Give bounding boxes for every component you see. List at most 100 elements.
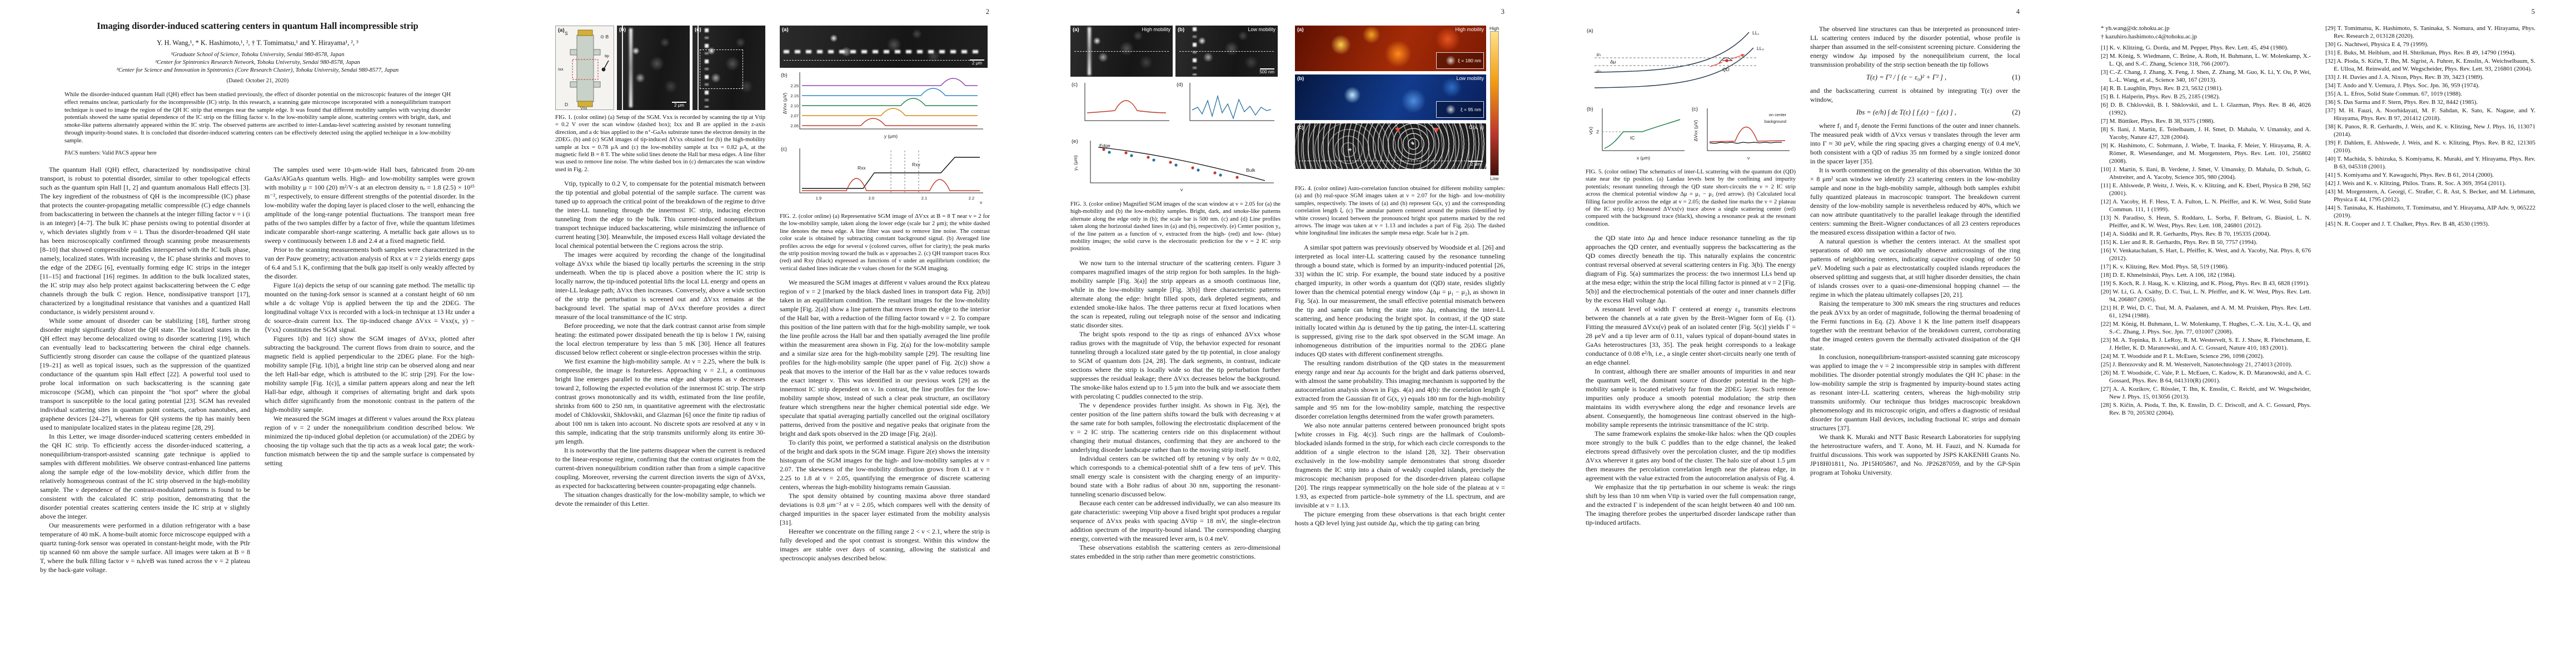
- fig2-transport-plot: (c) Rxx Rxy 1.9 2.0 2.1 2.: [781, 146, 983, 205]
- reference-item: [31] E. Buks, M. Heiblum, and H. Shtrikm…: [2325, 49, 2516, 56]
- fig5-energy-diagram: (a) LL₁ LL₀: [1587, 28, 1764, 88]
- fig3-label-a: (a): [1073, 27, 1079, 33]
- delta-mu-label: Δμ: [1610, 59, 1616, 64]
- colorbar-low-label: Low: [1489, 176, 1499, 181]
- reference-item: [36] S. Das Sarma and F. Stern, Phys. Re…: [2325, 99, 2478, 106]
- fig1-current-label: Ixx: [558, 67, 564, 72]
- fig5-filling-profile-plot: (b) 2 IC x (μm) ν(x): [1587, 106, 1685, 161]
- white-cross-marker: +: [1348, 147, 1352, 153]
- affiliation: ³Center for Science and Innovation in Sp…: [116, 67, 399, 73]
- edge-annotation: Edge: [1099, 143, 1110, 148]
- page1-column-left: The quantum Hall (QH) effect, characteri…: [40, 165, 250, 574]
- reference-item: [44] S. Taninaka, K. Hashimoto, T. Tomim…: [2325, 205, 2535, 219]
- fig5c-xlabel: ν: [1747, 155, 1750, 161]
- reference-item: [2] M. König, S. Wiedmann, C. Brüne, A. …: [2101, 53, 2311, 67]
- equation-1: T(ε) = Γ² / [ (ε − ε₀)² + Γ² ] , (1): [1810, 73, 2020, 82]
- fig3-ylabel: y₀ (μm): [1073, 155, 1078, 171]
- fig4-caption: FIG. 4. (color online) Auto-correlation …: [1295, 186, 1505, 237]
- paragraph: Hereafter we concentrate on the filling …: [780, 527, 990, 563]
- reference-item: [29] T. Tomimatsu, K. Hashimoto, S. Tani…: [2325, 25, 2535, 39]
- fig1-drain-label: D: [565, 102, 568, 107]
- reference-item: [35] A. L. Efros, Solid State Commun. 67…: [2325, 91, 2462, 97]
- page-number: 2: [985, 8, 989, 16]
- reference-item: [3] C.-Z. Chang, J. Zhang, X. Feng, J. S…: [2101, 69, 2311, 83]
- paragraph: Figure 1(a) depicts the setup of our sca…: [265, 281, 475, 334]
- page2-column-left: (a): [555, 24, 765, 563]
- fig1-tip-label: tip: [605, 53, 609, 58]
- fig3-caption: FIG. 3. (color online) Magnified SGM ima…: [1070, 201, 1280, 252]
- fig1-field-label: ⊙ B: [600, 34, 609, 39]
- paragraph: Raising the temperature to 300 mK smears…: [1810, 300, 2020, 352]
- bulk-annotation: Bulk: [1246, 167, 1255, 173]
- white-cross-marker: +: [1411, 140, 1414, 147]
- reference-item: [33] J. H. Davies and J. A. Nixon, Phys.…: [2325, 74, 2484, 81]
- fig1-panel-high-mobility: (b) 2 μm: [617, 26, 690, 110]
- fig2-panel-profiles: (b) 2.25 2.15 2.10 2.07 2.05: [780, 70, 990, 144]
- affiliation: ¹Graduate School of Science, Tohoku Univ…: [171, 52, 345, 58]
- reference-item: [18] D. E. Khmelnitskii, Phys. Lett. A 1…: [2101, 272, 2236, 278]
- paragraph: The samples used were 10-μm-wide Hall ba…: [265, 165, 475, 245]
- legend-nu-5: 2.05: [790, 123, 799, 128]
- page2-left-text: Vtip, typically to 0.2 V, to compensate …: [555, 179, 765, 508]
- fig3-position-plot: (e) Edge Bulk ν: [1072, 138, 1274, 192]
- paragraph: Prior to the scanning measurements both …: [265, 245, 475, 280]
- fig4-label-b: (b): [1297, 76, 1304, 82]
- reference-item: [1] K. v. Klitzing, G. Dorda, and M. Pep…: [2101, 44, 2289, 51]
- xtick-3: 2.1: [921, 196, 927, 201]
- reference-item: [25] J. Berezovsky and R. M. Westervelt,…: [2101, 361, 2293, 368]
- paragraph: It is noteworthy that the line patterns …: [555, 446, 765, 490]
- page3-column-left: (a) High mobility (b) Low mobility 500 n…: [1070, 24, 1280, 561]
- page5-column-right: [29] T. Tomimatsu, K. Hashimoto, S. Tani…: [2325, 24, 2535, 417]
- paragraph: The picture emerging from these observat…: [1295, 510, 1505, 527]
- fig5-label-a: (a): [1587, 28, 1593, 34]
- fig4-low-label: Low mobility: [1456, 76, 1484, 81]
- page-number: 3: [1501, 8, 1504, 16]
- fig4-label-a: (a): [1297, 27, 1304, 33]
- fig3-high-mobility-label: High mobility: [1142, 27, 1170, 32]
- paragraph: We now turn to the internal structure of…: [1070, 258, 1280, 329]
- fig3-panel-high: (a) High mobility: [1070, 26, 1173, 77]
- footnote-list: * yh.wang@dc.tohoku.ac.jp † kazuhiro.hash…: [2101, 24, 2311, 41]
- reference-item: [30] G. Nachtwei, Physica E 4, 79 (1999)…: [2325, 41, 2429, 48]
- page2-right-text: We measured the SGM images at different …: [780, 278, 990, 563]
- paragraph: A natural question is whether the center…: [1810, 237, 2020, 298]
- figure-5: (a) LL₁ LL₀: [1586, 26, 1796, 228]
- mu2-label: μ₂: [1597, 68, 1601, 73]
- reference-item: [9] K. Hashimoto, C. Sohrmann, J. Wiebe,…: [2101, 142, 2311, 165]
- page4-right-text: where f₁ and f₂ denote the Fermi functio…: [1810, 121, 2020, 477]
- red-arrow-marker: [1434, 128, 1439, 132]
- reference-item: [17] K. v. Klitzing, Rev. Mod. Phys. 58,…: [2101, 263, 2229, 270]
- profile-dashed-line: [1179, 51, 1274, 52]
- fig3-panel-profile-high: (c): [1070, 79, 1173, 133]
- paragraph: Before proceeding, we note that the dark…: [555, 322, 765, 357]
- reference-item: [21] H. P. Wei, D. C. Tsui, M. A. Paalan…: [2101, 305, 2311, 319]
- paragraph: and the backscattering current is obtain…: [1810, 87, 2020, 103]
- legend-nu-1: 2.25: [790, 83, 799, 88]
- page5-column-left: * yh.wang@dc.tohoku.ac.jp † kazuhiro.hash…: [2101, 24, 2311, 417]
- reference-item: [26] M. T. Woodside, C. Vale, P. L. McEu…: [2101, 370, 2311, 384]
- reference-item: [16] V. Venkatachalam, S. Hart, L. Pfeif…: [2101, 247, 2311, 262]
- mu1-label: μ₁: [1597, 51, 1601, 57]
- hallbar-schematic: S D ⊙ B Ixx tip Vxx: [558, 29, 609, 109]
- fig1-panel-low-mobility: (c): [692, 26, 765, 110]
- fig3-profile-plot-high: (c): [1072, 82, 1169, 121]
- fig5-caption: FIG. 5. (color online) The schematics of…: [1586, 169, 1796, 227]
- page-number: 4: [2016, 8, 2020, 16]
- fig2-xlabel: y (μm): [884, 133, 898, 139]
- fig3-panel-low: (b) Low mobility 500 nm: [1175, 26, 1278, 77]
- reference-item: [6] D. B. Chklovskii, B. I. Shklovskii, …: [2101, 102, 2311, 116]
- fig1-label-b: (b): [619, 27, 626, 33]
- fig2-label-b: (b): [781, 72, 788, 78]
- reference-list-left: [1] K. v. Klitzing, G. Dorda, and M. Pep…: [2101, 44, 2311, 417]
- reference-item: [39] F. Dahlem, E. Ahlswede, J. Weis, an…: [2325, 140, 2535, 154]
- profile-dashed-line: [1074, 51, 1169, 52]
- page3-column-right: (a) High mobility ξ = 180 nm (b) Low mob…: [1295, 24, 1505, 561]
- date-line: (Dated: October 21, 2020): [226, 78, 289, 84]
- paragraph: These observations establish the scatter…: [1070, 543, 1280, 560]
- footnote: † kazuhiro.hashimoto.c4@tohoku.ac.jp: [2101, 33, 2197, 40]
- paragraph: It is worth commenting on the generality…: [1810, 166, 2020, 236]
- paragraph: Our measurements were performed in a dil…: [40, 521, 250, 574]
- reference-item: [7] M. Büttiker, Phys. Rev. B 38, 9375 (…: [2101, 118, 2215, 125]
- reference-item: [22] M. König, H. Buhmann, L. W. Molenka…: [2101, 321, 2311, 335]
- page4-column-left: (a) LL₁ LL₀: [1586, 24, 1796, 527]
